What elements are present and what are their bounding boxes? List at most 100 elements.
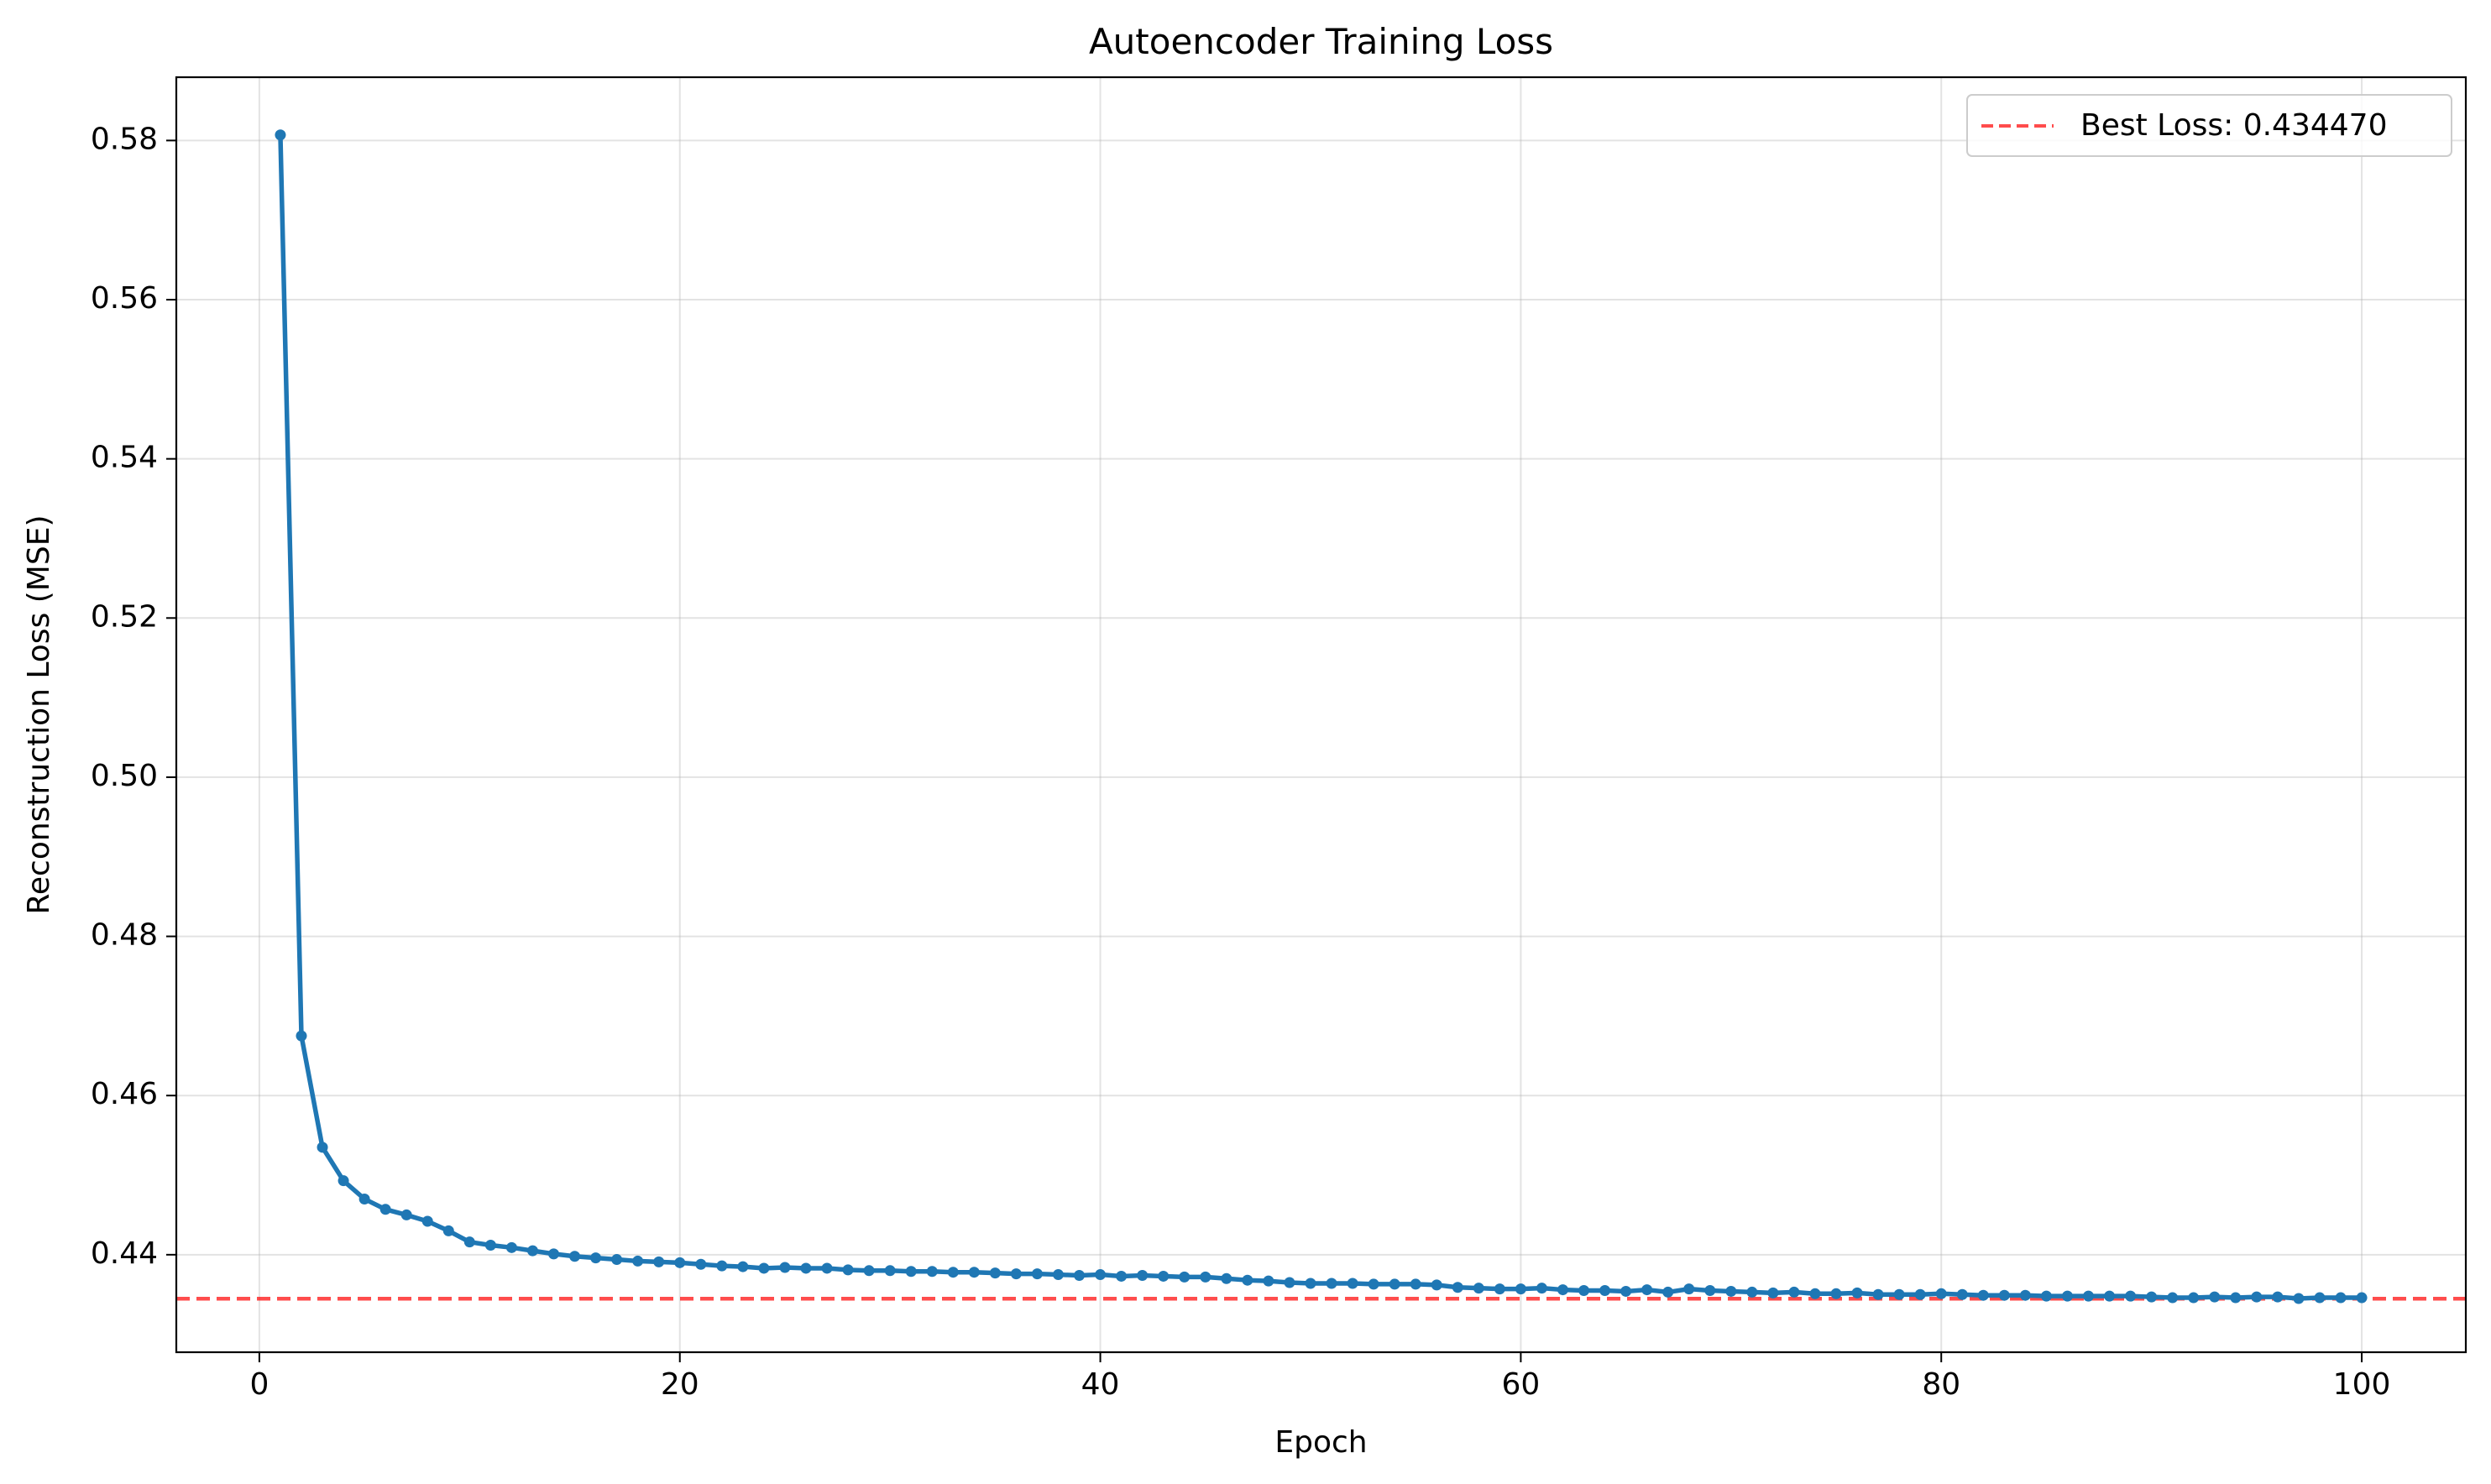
loss-point	[842, 1264, 854, 1276]
y-tick-label: 0.58	[91, 122, 158, 156]
loss-point	[2272, 1291, 2284, 1303]
loss-point	[758, 1262, 770, 1274]
plot-frame	[175, 76, 2467, 1354]
loss-point	[2209, 1291, 2221, 1303]
loss-point	[1515, 1283, 1526, 1295]
loss-point	[1662, 1286, 1674, 1298]
loss-point	[884, 1265, 896, 1277]
loss-point	[1410, 1278, 1421, 1290]
y-tick-label: 0.50	[91, 759, 158, 793]
loss-point	[1179, 1271, 1191, 1283]
loss-point	[1809, 1288, 1821, 1299]
loss-point	[1683, 1283, 1695, 1295]
loss-point	[2335, 1292, 2347, 1304]
loss-point	[379, 1204, 391, 1215]
loss-point	[2293, 1293, 2305, 1304]
loss-point	[1746, 1286, 1758, 1298]
loss-point	[779, 1262, 791, 1273]
loss-point	[1620, 1285, 1632, 1297]
loss-point	[2061, 1290, 2073, 1302]
loss-point	[338, 1175, 349, 1187]
loss-point	[1074, 1269, 1086, 1281]
loss-point	[1010, 1268, 1022, 1280]
loss-point	[358, 1193, 370, 1204]
loss-point	[442, 1225, 454, 1236]
loss-point	[421, 1215, 433, 1227]
loss-point	[905, 1266, 917, 1278]
loss-point	[1431, 1279, 1442, 1291]
loss-point	[590, 1252, 602, 1264]
loss-point	[1788, 1286, 1800, 1298]
legend-label-best-loss: Best Loss: 0.434470	[2080, 108, 2387, 143]
y-tick-label: 0.54	[91, 441, 158, 475]
loss-point	[2314, 1292, 2326, 1304]
y-tick-label: 0.52	[91, 599, 158, 634]
loss-point	[695, 1258, 707, 1270]
loss-point	[2040, 1290, 2052, 1302]
loss-point	[1830, 1288, 1842, 1299]
loss-point	[2104, 1290, 2116, 1302]
legend: Best Loss: 0.434470	[1966, 94, 2452, 157]
loss-point	[2125, 1290, 2137, 1302]
y-tick-label: 0.48	[91, 918, 158, 953]
loss-point	[1998, 1289, 2010, 1301]
loss-point	[1725, 1285, 1737, 1297]
loss-point	[1893, 1288, 1905, 1300]
loss-point	[1368, 1278, 1379, 1290]
loss-point	[569, 1251, 581, 1262]
loss-point	[800, 1262, 812, 1274]
loss-point	[1851, 1287, 1863, 1298]
loss-point	[2356, 1292, 2368, 1304]
loss-point	[1305, 1278, 1316, 1289]
loss-point	[1956, 1288, 1968, 1300]
loss-point	[1536, 1283, 1547, 1294]
loss-point	[400, 1209, 412, 1220]
loss-point	[505, 1241, 517, 1253]
loss-point	[716, 1260, 728, 1272]
y-axis-label: Reconstruction Loss (MSE)	[22, 515, 56, 914]
loss-point	[1914, 1288, 1926, 1300]
loss-point	[1158, 1270, 1170, 1282]
x-tick-label: 20	[661, 1367, 699, 1402]
legend-box	[1966, 94, 2452, 157]
loss-point	[1284, 1277, 1295, 1288]
loss-point	[1242, 1274, 1253, 1286]
loss-point	[653, 1256, 665, 1267]
x-tick-label: 80	[1922, 1367, 1960, 1402]
loss-point	[1452, 1282, 1463, 1293]
y-tick-label: 0.56	[91, 281, 158, 316]
loss-point	[1473, 1283, 1484, 1294]
loss-series-line	[278, 132, 2364, 1301]
axis-ticks: 0 20 40 60 80 100 0.44 0.46 0.48 0.50 0.52 0.54 0.56…	[91, 122, 2391, 1402]
x-axis-label: Epoch	[1274, 1425, 1367, 1460]
loss-point	[1095, 1269, 1107, 1281]
loss-point	[484, 1239, 496, 1251]
x-tick-label: 60	[1501, 1367, 1540, 1402]
loss-point	[1599, 1285, 1611, 1297]
loss-point	[1326, 1278, 1337, 1289]
loss-point	[821, 1262, 833, 1274]
loss-point	[317, 1142, 328, 1153]
loss-point	[2230, 1292, 2242, 1304]
loss-point	[2146, 1291, 2158, 1303]
loss-point	[1494, 1283, 1505, 1295]
loss-point	[1263, 1275, 1274, 1287]
loss-point	[989, 1267, 1001, 1279]
x-tick-label: 0	[249, 1367, 269, 1402]
y-tick-label: 0.46	[91, 1077, 158, 1111]
x-tick-label: 100	[2333, 1367, 2391, 1402]
loss-point	[1200, 1271, 1211, 1283]
loss-point	[1389, 1278, 1400, 1290]
loss-point	[1052, 1269, 1064, 1281]
loss-point	[1977, 1289, 1989, 1301]
loss-point	[1578, 1285, 1590, 1297]
loss-point	[674, 1257, 686, 1268]
loss-point	[2251, 1291, 2263, 1303]
loss-point	[275, 129, 286, 141]
loss-point	[1872, 1288, 1884, 1300]
loss-point	[2167, 1292, 2179, 1304]
loss-point	[463, 1236, 475, 1248]
chart-title: Autoencoder Training Loss	[1089, 21, 1553, 62]
